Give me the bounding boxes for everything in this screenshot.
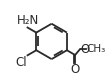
Text: O: O xyxy=(80,43,89,56)
Text: H₂N: H₂N xyxy=(16,14,38,27)
Text: CH₃: CH₃ xyxy=(86,44,105,54)
Text: O: O xyxy=(70,63,79,76)
Text: Cl: Cl xyxy=(15,56,27,69)
